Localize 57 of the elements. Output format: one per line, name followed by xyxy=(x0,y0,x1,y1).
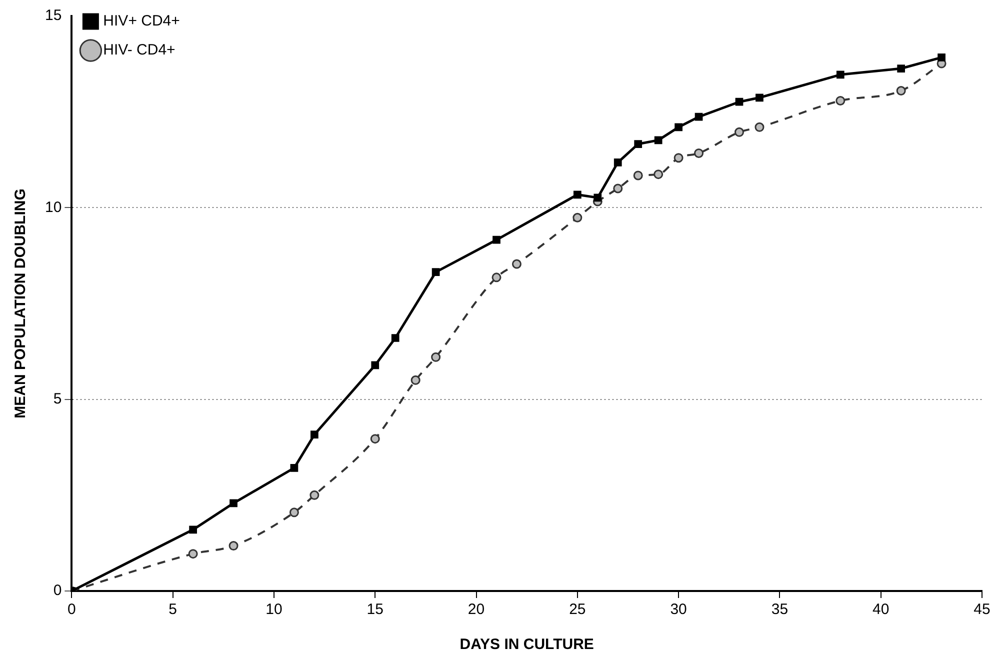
point xyxy=(896,86,906,96)
point xyxy=(633,170,643,180)
point xyxy=(370,434,380,444)
point xyxy=(614,158,622,166)
point xyxy=(654,136,662,144)
point xyxy=(512,259,522,269)
point xyxy=(694,148,704,158)
x-axis-title: DAYS IN CULTURE xyxy=(460,636,594,654)
point xyxy=(836,96,846,106)
x-tick-label: 10 xyxy=(266,601,282,618)
point xyxy=(754,122,764,132)
point xyxy=(230,499,238,508)
point xyxy=(492,272,502,282)
point xyxy=(431,352,441,362)
point xyxy=(594,194,602,202)
x-tick-label: 20 xyxy=(468,601,485,618)
point xyxy=(310,490,320,500)
y-tick-label: 10 xyxy=(44,198,62,216)
point xyxy=(674,123,682,132)
x-tick-label: 0 xyxy=(68,601,76,618)
point xyxy=(654,170,664,180)
x-tick-label: 40 xyxy=(872,601,890,618)
legend-label: HIV+ CD4+ xyxy=(103,12,180,30)
y-axis-title: MEAN POPULATION DOUBLING xyxy=(12,188,30,418)
point xyxy=(492,236,500,244)
point xyxy=(572,212,582,222)
point xyxy=(756,94,764,102)
y-tick-label: 0 xyxy=(53,582,62,600)
point xyxy=(228,541,238,551)
point xyxy=(938,53,946,62)
point xyxy=(432,268,440,276)
x-tick-label: 30 xyxy=(670,601,687,618)
x-tick-label: 15 xyxy=(366,601,384,618)
point xyxy=(290,464,298,472)
point xyxy=(289,508,299,518)
legend-label: HIV- CD4+ xyxy=(103,42,176,59)
point xyxy=(613,184,623,194)
point xyxy=(410,375,420,385)
point xyxy=(573,190,582,199)
point xyxy=(897,64,906,72)
x-tick-label: 45 xyxy=(974,601,990,618)
point xyxy=(836,70,844,79)
point xyxy=(734,127,744,137)
point xyxy=(694,112,703,121)
x-tick-label: 35 xyxy=(771,601,788,618)
y-tick-label: 15 xyxy=(44,7,62,24)
x-tick-label: 5 xyxy=(168,601,178,618)
y-tick-label: 5 xyxy=(53,390,62,408)
point xyxy=(371,361,380,370)
point xyxy=(188,549,198,559)
point xyxy=(189,526,197,534)
point xyxy=(391,334,400,342)
point xyxy=(674,153,684,163)
point xyxy=(735,98,744,106)
point xyxy=(634,140,642,148)
point xyxy=(310,430,318,439)
x-tick-label: 25 xyxy=(569,601,586,618)
